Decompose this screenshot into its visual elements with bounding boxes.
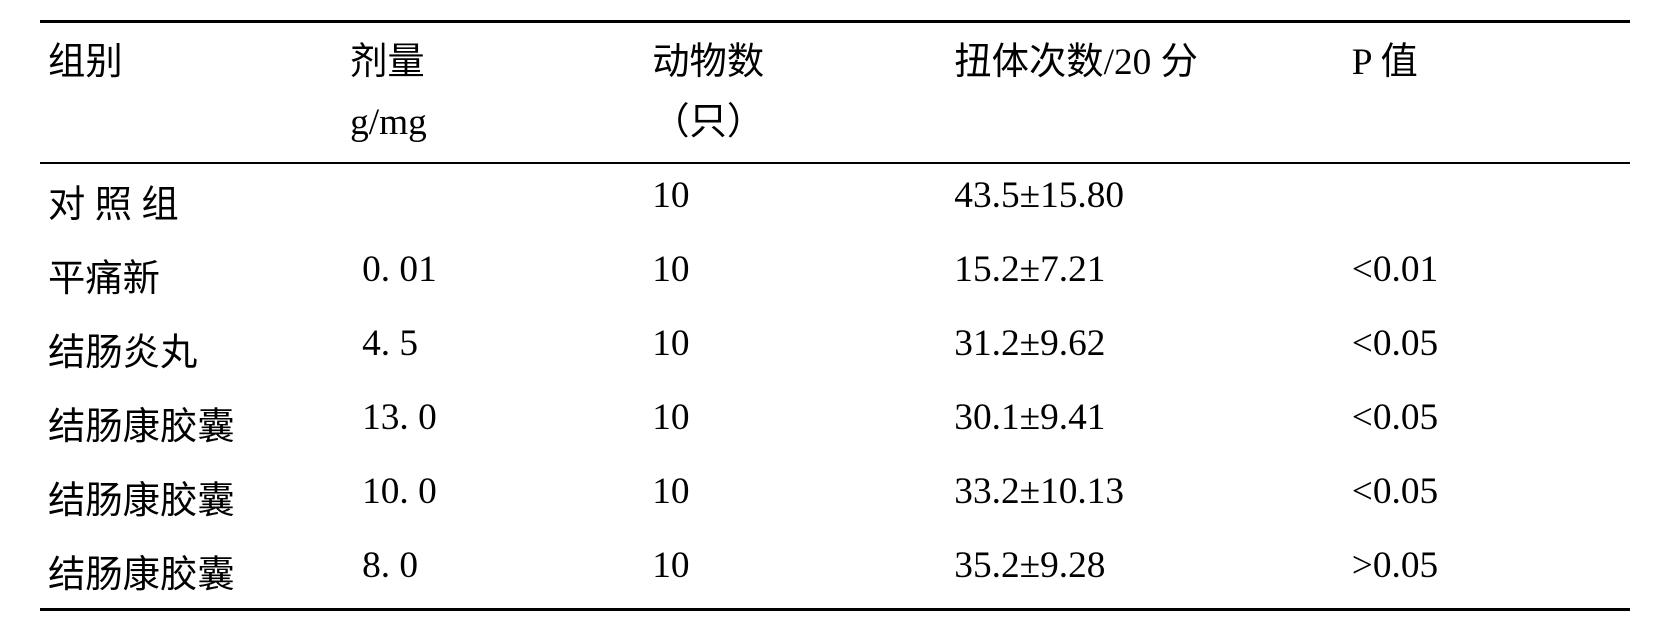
cell-dose (342, 163, 644, 238)
cell-dose: 0. 01 (342, 238, 644, 312)
cell-p (1344, 163, 1630, 238)
cell-writhe: 35.2±9.28 (946, 534, 1344, 610)
cell-p: <0.05 (1344, 312, 1630, 386)
table-row: 对 照 组 10 43.5±15.80 (40, 163, 1630, 238)
col-header-p-label: P 值 (1352, 42, 1418, 83)
table-row: 结肠康胶囊 10. 0 10 33.2±10.13 <0.05 (40, 460, 1630, 534)
col-header-animals-label: 动物数 (652, 42, 764, 83)
col-header-group: 组别 (40, 22, 342, 164)
cell-p: <0.05 (1344, 460, 1630, 534)
cell-dose: 4. 5 (342, 312, 644, 386)
cell-p: <0.01 (1344, 238, 1630, 312)
cell-group: 结肠康胶囊 (40, 460, 342, 534)
cell-animals: 10 (644, 312, 946, 386)
cell-animals: 10 (644, 238, 946, 312)
data-table: 组别 剂量 g/mg 动物数 （只） 扭体次数/20 分 P 值 对 照 组 1… (40, 20, 1630, 611)
cell-writhe: 15.2±7.21 (946, 238, 1344, 312)
cell-group: 结肠康胶囊 (40, 534, 342, 610)
cell-writhe: 30.1±9.41 (946, 386, 1344, 460)
cell-group: 结肠炎丸 (40, 312, 342, 386)
table-row: 结肠炎丸 4. 5 10 31.2±9.62 <0.05 (40, 312, 1630, 386)
col-header-dose: 剂量 g/mg (342, 22, 644, 164)
col-header-writhe: 扭体次数/20 分 (946, 22, 1344, 164)
cell-animals: 10 (644, 460, 946, 534)
cell-writhe: 43.5±15.80 (946, 163, 1344, 238)
cell-dose: 10. 0 (342, 460, 644, 534)
col-header-dose-sub: g/mg (350, 93, 636, 153)
col-header-group-label: 组别 (48, 42, 123, 83)
header-row: 组别 剂量 g/mg 动物数 （只） 扭体次数/20 分 P 值 (40, 22, 1630, 164)
table-row: 结肠康胶囊 8. 0 10 35.2±9.28 >0.05 (40, 534, 1630, 610)
table-row: 平痛新 0. 01 10 15.2±7.21 <0.01 (40, 238, 1630, 312)
cell-group: 结肠康胶囊 (40, 386, 342, 460)
cell-p: <0.05 (1344, 386, 1630, 460)
cell-animals: 10 (644, 386, 946, 460)
col-header-p: P 值 (1344, 22, 1630, 164)
table-body: 对 照 组 10 43.5±15.80 平痛新 0. 01 10 15.2±7.… (40, 163, 1630, 610)
col-header-animals: 动物数 （只） (644, 22, 946, 164)
cell-animals: 10 (644, 534, 946, 610)
cell-animals: 10 (644, 163, 946, 238)
cell-group: 对 照 组 (40, 163, 342, 238)
cell-writhe: 33.2±10.13 (946, 460, 1344, 534)
table-row: 结肠康胶囊 13. 0 10 30.1±9.41 <0.05 (40, 386, 1630, 460)
cell-p: >0.05 (1344, 534, 1630, 610)
cell-writhe: 31.2±9.62 (946, 312, 1344, 386)
cell-group: 平痛新 (40, 238, 342, 312)
col-header-animals-sub: （只） (652, 93, 938, 153)
cell-dose: 8. 0 (342, 534, 644, 610)
col-header-dose-label: 剂量 (350, 42, 425, 83)
col-header-writhe-label: 扭体次数/20 分 (954, 42, 1198, 83)
cell-dose: 13. 0 (342, 386, 644, 460)
